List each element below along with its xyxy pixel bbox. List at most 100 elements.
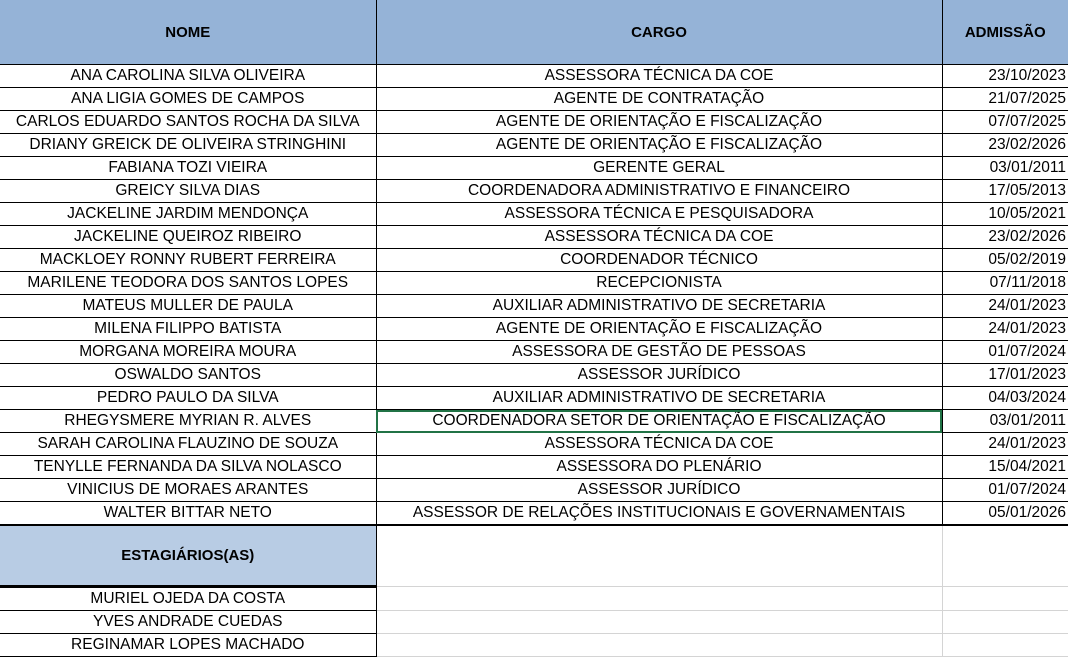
cell-admissao[interactable]: 03/01/2011 (941, 409, 1068, 433)
cell-nome[interactable]: MARILENE TEODORA DOS SANTOS LOPES (0, 271, 377, 295)
header-row: NOME CARGO ADMISSÃO (0, 0, 1068, 65)
cell-cargo[interactable]: AGENTE DE ORIENTAÇÃO E FISCALIZAÇÃO (375, 133, 943, 157)
cell-nome[interactable]: PEDRO PAULO DA SILVA (0, 386, 377, 410)
empty-cell[interactable] (942, 633, 1068, 657)
table-row: FABIANA TOZI VIEIRA GERENTE GERAL 03/01/20… (0, 156, 1068, 180)
table-row: JACKELINE QUEIROZ RIBEIRO ASSESSORA TÉCNI… (0, 225, 1068, 249)
cell-intern-name[interactable]: REGINAMAR LOPES MACHADO (0, 633, 377, 657)
cell-intern-name[interactable]: MURIEL OJEDA DA COSTA (0, 586, 377, 611)
table-row: WALTER BITTAR NETO ASSESSOR DE RELAÇÕES I… (0, 501, 1068, 527)
cell-nome[interactable]: GREICY SILVA DIAS (0, 179, 377, 203)
cell-cargo[interactable]: AGENTE DE CONTRATAÇÃO (375, 87, 943, 111)
cell-nome[interactable]: MACKLOEY RONNY RUBERT FERREIRA (0, 248, 377, 272)
interns-header[interactable]: ESTAGIÁRIOS(AS) (0, 526, 377, 588)
cell-cargo[interactable]: COORDENADORA ADMINISTRATIVO E FINANCEIRO (375, 179, 943, 203)
cell-admissao[interactable]: 05/01/2026 (941, 501, 1068, 527)
empty-cell[interactable] (942, 610, 1068, 634)
cell-admissao[interactable]: 24/01/2023 (941, 294, 1068, 318)
cell-admissao[interactable]: 07/07/2025 (941, 110, 1068, 134)
cell-nome[interactable]: DRIANY GREICK DE OLIVEIRA STRINGHINI (0, 133, 377, 157)
empty-cell[interactable] (376, 610, 943, 634)
cell-cargo[interactable]: AUXILIAR ADMINISTRATIVO DE SECRETARIA (375, 386, 943, 410)
cell-admissao[interactable]: 23/10/2023 (941, 64, 1068, 88)
table-row: GREICY SILVA DIAS COORDENADORA ADMINISTRA… (0, 179, 1068, 203)
intern-row: YVES ANDRADE CUEDAS (0, 610, 1068, 634)
cell-nome[interactable]: WALTER BITTAR NETO (0, 501, 377, 527)
table-row: MATEUS MULLER DE PAULA AUXILIAR ADMINISTR… (0, 294, 1068, 318)
cell-cargo[interactable]: ASSESSORA TÉCNICA E PESQUISADORA (375, 202, 943, 226)
cell-cargo[interactable]: ASSESSOR JURÍDICO (375, 363, 943, 387)
cell-admissao[interactable]: 10/05/2021 (941, 202, 1068, 226)
cell-cargo[interactable]: AGENTE DE ORIENTAÇÃO E FISCALIZAÇÃO (375, 317, 943, 341)
cell-nome[interactable]: TENYLLE FERNANDA DA SILVA NOLASCO (0, 455, 377, 479)
cell-intern-name[interactable]: YVES ANDRADE CUEDAS (0, 610, 377, 634)
cell-admissao[interactable]: 01/07/2024 (941, 478, 1068, 502)
empty-cell[interactable] (376, 526, 943, 587)
header-cargo[interactable]: CARGO (375, 0, 943, 65)
cell-nome[interactable]: RHEGYSMERE MYRIAN R. ALVES (0, 409, 377, 433)
cell-admissao[interactable]: 24/01/2023 (941, 317, 1068, 341)
cell-cargo[interactable]: COORDENADOR TÉCNICO (375, 248, 943, 272)
cell-cargo[interactable]: GERENTE GERAL (375, 156, 943, 180)
table-row: VINICIUS DE MORAES ARANTES ASSESSOR JURÍD… (0, 478, 1068, 502)
cell-admissao[interactable]: 24/01/2023 (941, 432, 1068, 456)
cell-admissao[interactable]: 04/03/2024 (941, 386, 1068, 410)
cell-admissao[interactable]: 17/05/2013 (941, 179, 1068, 203)
cell-cargo[interactable]: COORDENADORA SETOR DE ORIENTAÇÃO E FISCA… (375, 409, 943, 433)
table-row: OSWALDO SANTOS ASSESSOR JURÍDICO 17/01/202… (0, 363, 1068, 387)
cell-admissao[interactable]: 15/04/2021 (941, 455, 1068, 479)
staff-table: NOME CARGO ADMISSÃO ANA CAROLINA SILVA O… (0, 0, 1068, 527)
cell-nome[interactable]: SARAH CAROLINA FLAUZINO DE SOUZA (0, 432, 377, 456)
empty-cell[interactable] (376, 633, 943, 657)
cell-cargo[interactable]: ASSESSORA DO PLENÁRIO (375, 455, 943, 479)
cell-cargo[interactable]: ASSESSOR JURÍDICO (375, 478, 943, 502)
table-row: RHEGYSMERE MYRIAN R. ALVES COORDENADORA S… (0, 409, 1068, 433)
cell-admissao[interactable]: 05/02/2019 (941, 248, 1068, 272)
table-row: CARLOS EDUARDO SANTOS ROCHA DA SILVA AGEN… (0, 110, 1068, 134)
header-nome[interactable]: NOME (0, 0, 377, 65)
table-row: ANA CAROLINA SILVA OLIVEIRA ASSESSORA TÉC… (0, 64, 1068, 88)
cell-nome[interactable]: MILENA FILIPPO BATISTA (0, 317, 377, 341)
cell-nome[interactable]: JACKELINE QUEIROZ RIBEIRO (0, 225, 377, 249)
cell-admissao[interactable]: 01/07/2024 (941, 340, 1068, 364)
cell-cargo[interactable]: ASSESSOR DE RELAÇÕES INSTITUCIONAIS E GO… (375, 501, 943, 527)
empty-cell[interactable] (942, 586, 1068, 611)
cell-nome[interactable]: JACKELINE JARDIM MENDONÇA (0, 202, 377, 226)
table-row: MILENA FILIPPO BATISTA AGENTE DE ORIENTAÇ… (0, 317, 1068, 341)
empty-cell[interactable] (942, 526, 1068, 587)
cell-nome[interactable]: VINICIUS DE MORAES ARANTES (0, 478, 377, 502)
cell-cargo[interactable]: ASSESSORA TÉCNICA DA COE (375, 64, 943, 88)
table-row: PEDRO PAULO DA SILVA AUXILIAR ADMINISTRAT… (0, 386, 1068, 410)
empty-cell[interactable] (376, 586, 943, 611)
table-row: ANA LIGIA GOMES DE CAMPOS AGENTE DE CONTR… (0, 87, 1068, 111)
cell-nome[interactable]: ANA LIGIA GOMES DE CAMPOS (0, 87, 377, 111)
cell-cargo[interactable]: AGENTE DE ORIENTAÇÃO E FISCALIZAÇÃO (375, 110, 943, 134)
interns-table: ESTAGIÁRIOS(AS) MURIEL OJEDA DA COSTA YVE… (0, 526, 1068, 657)
table-row: SARAH CAROLINA FLAUZINO DE SOUZA ASSESSOR… (0, 432, 1068, 456)
cell-nome[interactable]: MATEUS MULLER DE PAULA (0, 294, 377, 318)
cell-nome[interactable]: FABIANA TOZI VIEIRA (0, 156, 377, 180)
cell-admissao[interactable]: 07/11/2018 (941, 271, 1068, 295)
cell-admissao[interactable]: 23/02/2026 (941, 225, 1068, 249)
cell-nome[interactable]: OSWALDO SANTOS (0, 363, 377, 387)
cell-cargo[interactable]: ASSESSORA TÉCNICA DA COE (375, 432, 943, 456)
cell-admissao[interactable]: 23/02/2026 (941, 133, 1068, 157)
cell-nome[interactable]: MORGANA MOREIRA MOURA (0, 340, 377, 364)
header-admissao[interactable]: ADMISSÃO (941, 0, 1068, 65)
table-row: JACKELINE JARDIM MENDONÇA ASSESSORA TÉCNI… (0, 202, 1068, 226)
interns-header-row: ESTAGIÁRIOS(AS) (0, 526, 1068, 588)
cell-nome[interactable]: CARLOS EDUARDO SANTOS ROCHA DA SILVA (0, 110, 377, 134)
table-row: TENYLLE FERNANDA DA SILVA NOLASCO ASSESSO… (0, 455, 1068, 479)
cell-cargo[interactable]: ASSESSORA TÉCNICA DA COE (375, 225, 943, 249)
cell-admissao[interactable]: 03/01/2011 (941, 156, 1068, 180)
cell-cargo[interactable]: AUXILIAR ADMINISTRATIVO DE SECRETARIA (375, 294, 943, 318)
intern-row: MURIEL OJEDA DA COSTA (0, 586, 1068, 611)
cell-cargo[interactable]: RECEPCIONISTA (375, 271, 943, 295)
table-row: MARILENE TEODORA DOS SANTOS LOPES RECEPCI… (0, 271, 1068, 295)
table-row: MORGANA MOREIRA MOURA ASSESSORA DE GESTÃO… (0, 340, 1068, 364)
cell-nome[interactable]: ANA CAROLINA SILVA OLIVEIRA (0, 64, 377, 88)
cell-cargo[interactable]: ASSESSORA DE GESTÃO DE PESSOAS (375, 340, 943, 364)
cell-admissao[interactable]: 17/01/2023 (941, 363, 1068, 387)
cell-admissao[interactable]: 21/07/2025 (941, 87, 1068, 111)
intern-row: REGINAMAR LOPES MACHADO (0, 633, 1068, 657)
